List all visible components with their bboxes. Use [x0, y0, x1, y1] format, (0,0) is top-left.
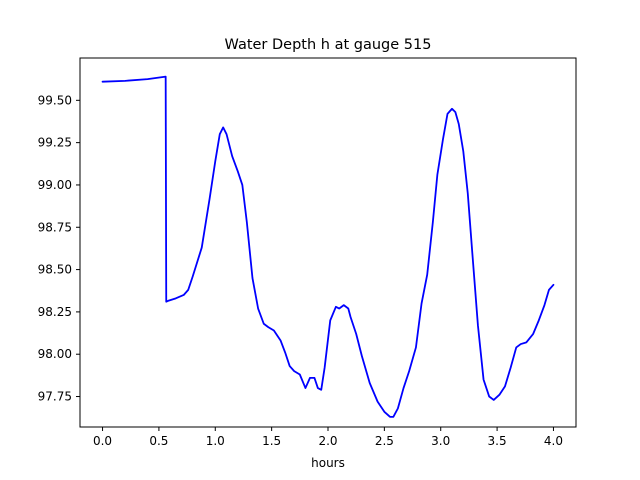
x-tick-label: 3.5 — [488, 434, 507, 448]
x-axis-ticks: 0.0 0.5 1.0 1.5 2.0 2.5 3.0 3.5 4.0 — [93, 427, 563, 448]
x-axis-label: hours — [311, 456, 345, 470]
axes-frame — [79, 57, 577, 428]
y-tick-label: 99.25 — [38, 136, 72, 150]
x-tick-label: 1.5 — [262, 434, 281, 448]
y-tick-label: 98.50 — [38, 263, 72, 277]
x-tick-label: 1.0 — [206, 434, 225, 448]
x-tick-label: 2.5 — [375, 434, 394, 448]
y-tick-label: 99.50 — [38, 93, 72, 107]
x-tick-label: 4.0 — [544, 434, 563, 448]
chart-title: Water Depth h at gauge 515 — [225, 37, 432, 53]
x-tick-label: 2.0 — [318, 434, 337, 448]
x-tick-label: 0.5 — [149, 434, 168, 448]
x-tick-label: 3.0 — [431, 434, 450, 448]
x-tick-label: 0.0 — [93, 434, 112, 448]
y-tick-label: 98.75 — [38, 220, 72, 234]
y-tick-label: 98.00 — [38, 347, 72, 361]
y-tick-label: 97.75 — [38, 390, 72, 404]
plot-area — [101, 75, 555, 418]
water-depth-series-line — [101, 75, 555, 418]
y-tick-label: 99.00 — [38, 178, 72, 192]
y-tick-label: 98.25 — [38, 305, 72, 319]
y-axis-ticks: 97.75 98.00 98.25 98.50 98.75 99.00 99.25 99.50 — [38, 93, 80, 404]
